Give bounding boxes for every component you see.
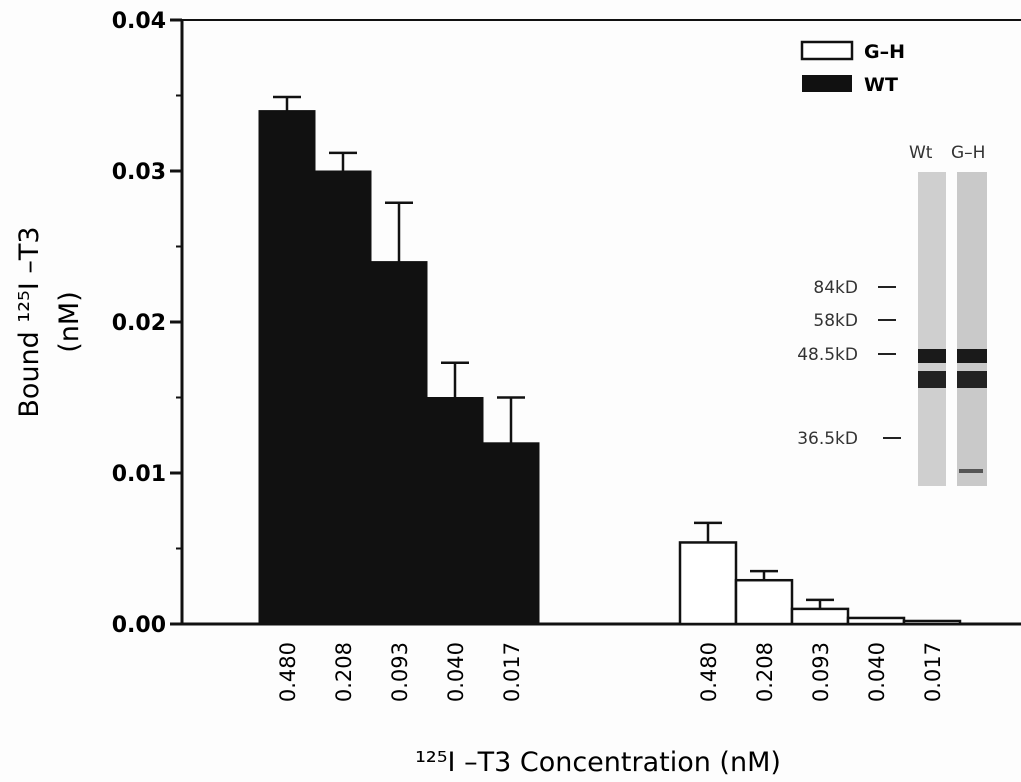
bar (258, 110, 316, 625)
x-tick-label: 0.208 (753, 642, 777, 702)
y-tick-label: 0.01 (112, 462, 166, 487)
legend-swatch-gh (800, 40, 854, 61)
gel-band-wt-lower (918, 371, 946, 388)
x-tick-label: 0.480 (697, 642, 721, 702)
legend-swatch-wt (802, 75, 852, 92)
x-tick-label: 0.093 (388, 642, 412, 702)
gel-lane-wt (918, 172, 946, 486)
bar (734, 578, 794, 626)
x-tick-label: 0.093 (809, 642, 833, 702)
y-axis-title-units: (nM) (54, 291, 85, 352)
bar (426, 397, 484, 625)
bar (482, 442, 540, 625)
x-tick-label: 0.040 (444, 642, 468, 702)
bar (678, 541, 738, 626)
gel-marker-58kd: 58kD (813, 311, 858, 331)
gel-marker-36-5kd: 36.5kD (797, 429, 858, 449)
x-tick-label: 0.040 (865, 642, 889, 702)
gel-marker-84kd: 84kD (813, 278, 858, 298)
x-axis-title: ¹²⁵I –T3 Concentration (nM) (415, 747, 781, 778)
bar (314, 170, 372, 625)
gel-band-gh-faint (959, 469, 983, 473)
x-tick-label: 0.208 (332, 642, 356, 702)
gel-inset: Wt G–H 84kD 58kD 48.5kD 36.5kD (797, 143, 987, 486)
x-tick-label: 0.480 (276, 642, 300, 702)
bar (846, 616, 906, 626)
y-axis-title: Bound ¹²⁵I –T3 (14, 226, 45, 417)
x-tick-label: 0.017 (921, 642, 945, 702)
gel-marker-48-5kd: 48.5kD (797, 345, 858, 365)
gel-lane-label-gh: G–H (951, 143, 985, 163)
y-tick-label: 0.03 (112, 160, 166, 185)
y-tick-label: 0.00 (112, 613, 166, 638)
legend-label-gh: G–H (864, 41, 905, 63)
bar (902, 619, 962, 626)
legend-label-wt: WT (864, 74, 898, 96)
y-tick-label: 0.04 (112, 9, 166, 34)
bar-series (258, 95, 962, 626)
x-tick-label: 0.017 (500, 642, 524, 702)
gel-band-wt-upper (918, 349, 946, 363)
y-axis-ticks: 0.00 0.01 0.02 0.03 0.04 (112, 9, 182, 638)
bar (370, 261, 428, 625)
gel-band-gh-lower (957, 371, 987, 388)
bar (790, 607, 850, 626)
gel-lane-label-wt: Wt (909, 143, 933, 163)
y-tick-label: 0.02 (112, 311, 166, 336)
legend: G–H WT (800, 40, 905, 96)
x-axis-tick-labels: 0.480 0.208 0.093 0.040 0.017 0.480 0.208 0.093… (276, 642, 945, 702)
gel-band-gh-upper (957, 349, 987, 363)
gel-lane-gh (957, 172, 987, 486)
